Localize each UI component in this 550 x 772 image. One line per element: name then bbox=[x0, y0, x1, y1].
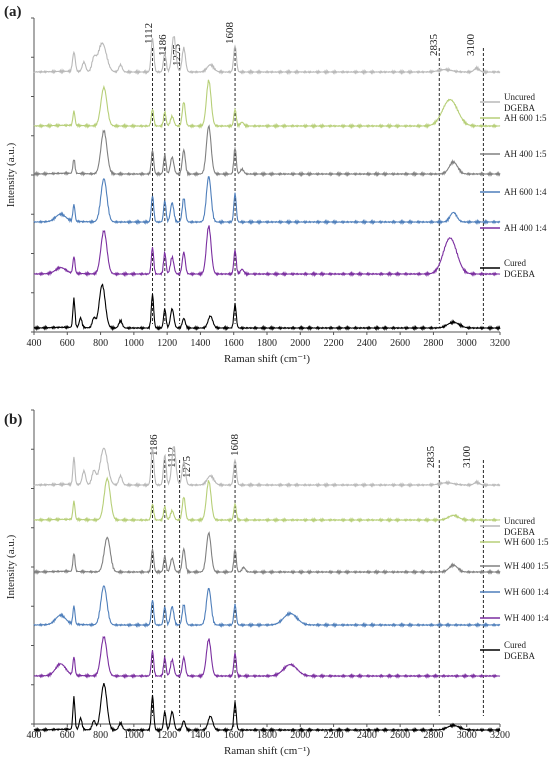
peak-label: 3100 bbox=[465, 34, 477, 57]
x-tick-label: 400 bbox=[27, 338, 42, 349]
peak-label: 2835 bbox=[428, 34, 440, 57]
spectrum-cured-dgeba bbox=[33, 283, 501, 332]
legend-label: Uncured DGEBA bbox=[504, 516, 535, 537]
peak-label: 1186 bbox=[148, 434, 160, 456]
x-tick-label: 1000 bbox=[124, 730, 144, 741]
spectrum-wh-600-1-5 bbox=[33, 476, 501, 524]
legend-label: AH 400 1:5 bbox=[504, 149, 547, 159]
legend-label: Cured DGEBA bbox=[504, 258, 535, 279]
x-tick-label: 1800 bbox=[257, 730, 277, 741]
x-tick-label: 1200 bbox=[157, 338, 177, 349]
x-axis-title: Raman shift (cm⁻¹) bbox=[224, 745, 310, 757]
legend-label: Uncured DGEBA bbox=[504, 92, 535, 113]
x-tick-label: 2800 bbox=[423, 338, 443, 349]
spectrum-ah-400-1-4 bbox=[33, 225, 501, 278]
legend-label: WH 600 1:5 bbox=[504, 537, 549, 547]
legend-label: WH 400 1:5 bbox=[504, 561, 549, 571]
x-tick-label: 2200 bbox=[324, 730, 344, 741]
x-tick-label: 2000 bbox=[290, 730, 310, 741]
x-tick-label: 800 bbox=[93, 338, 108, 349]
panel-letter: (a) bbox=[4, 4, 22, 20]
legend-label: WH 600 1:4 bbox=[504, 587, 549, 597]
x-tick-label: 800 bbox=[93, 730, 108, 741]
spectrum-wh-400-1-4 bbox=[33, 636, 501, 680]
peak-label: 2835 bbox=[425, 446, 437, 469]
spectrum-ah-600-1-5 bbox=[33, 79, 501, 130]
x-tick-label: 3000 bbox=[457, 338, 477, 349]
peak-label: 1608 bbox=[224, 22, 236, 45]
legend-label: Cured DGEBA bbox=[504, 640, 535, 661]
spectrum-uncured-dgeba bbox=[33, 446, 501, 489]
panel-a: (a) 400 600 800 1000 1200 1400 1600 1800 2000 2200… bbox=[4, 4, 547, 365]
panel-letter: (b) bbox=[4, 412, 22, 428]
x-tick-label: 2600 bbox=[390, 730, 410, 741]
legend-label: AH 600 1:5 bbox=[504, 113, 547, 123]
panel-b: (b) 400 600 800 1000 1200 1400 1600 1800 2000 2200… bbox=[4, 409, 549, 757]
peak-label: 1275 bbox=[171, 44, 183, 67]
x-tick-label: 1000 bbox=[124, 338, 144, 349]
spectrum-ah-400-1-5 bbox=[33, 124, 501, 178]
legend-label: AH 600 1:4 bbox=[504, 187, 547, 197]
x-tick-label: 1200 bbox=[157, 730, 177, 741]
x-tick-label: 2400 bbox=[357, 730, 377, 741]
x-tick-label: 3200 bbox=[490, 730, 510, 741]
x-axis-title: Raman shift (cm⁻¹) bbox=[224, 353, 310, 365]
x-tick-label: 1800 bbox=[257, 338, 277, 349]
x-tick-label: 3000 bbox=[457, 730, 477, 741]
legend-label: WH 400 1:4 bbox=[504, 613, 549, 623]
x-tick-label: 600 bbox=[60, 338, 75, 349]
x-tick-label: 2400 bbox=[357, 338, 377, 349]
peak-label: 1186 bbox=[157, 34, 169, 56]
x-tick-label: 1400 bbox=[190, 338, 210, 349]
x-tick-label: 600 bbox=[60, 730, 75, 741]
peak-label: 3100 bbox=[461, 446, 473, 469]
legend-label: AH 400 1:4 bbox=[504, 223, 547, 233]
y-axis-title: Intensity (a.u.) bbox=[5, 142, 17, 207]
x-tick-label: 2200 bbox=[324, 338, 344, 349]
spectrum-cured-dgeba bbox=[33, 682, 501, 734]
y-axis-title: Intensity (a.u.) bbox=[5, 534, 17, 599]
spectrum-wh-400-1-5 bbox=[33, 531, 501, 576]
spectrum-uncured-dgeba bbox=[33, 36, 501, 76]
peak-label: 1608 bbox=[229, 434, 241, 457]
x-tick-label: 2600 bbox=[390, 338, 410, 349]
x-tick-label: 3200 bbox=[490, 338, 510, 349]
x-tick-label: 1600 bbox=[224, 338, 244, 349]
spectrum-wh-600-1-4 bbox=[33, 585, 501, 629]
spectrum-ah-600-1-4 bbox=[33, 176, 501, 226]
x-tick-label: 2000 bbox=[290, 338, 310, 349]
x-tick-label: 1600 bbox=[224, 730, 244, 741]
x-tick-label: 2800 bbox=[423, 730, 443, 741]
x-tick-label: 1400 bbox=[190, 730, 210, 741]
x-tick-label: 400 bbox=[27, 730, 42, 741]
